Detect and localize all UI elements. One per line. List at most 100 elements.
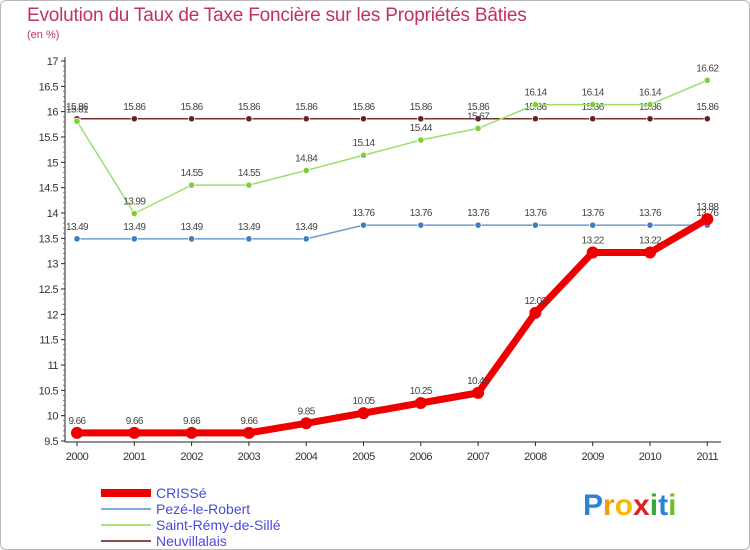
y-tick-label: 12.5: [39, 284, 59, 296]
data-point-neuvillalais: [302, 115, 310, 123]
x-tick-label: 2002: [180, 451, 203, 463]
data-label-saint-remy-de-sille: 16.14: [524, 88, 547, 99]
data-label-peze-le-robert: 13.76: [352, 208, 375, 219]
data-point-peze-le-robert: [417, 221, 425, 229]
data-label-peze-le-robert: 13.76: [524, 208, 547, 219]
y-tick-label: 16: [47, 107, 59, 119]
data-label-crisse: 10.25: [410, 386, 433, 397]
data-label-crisse: 13.88: [696, 202, 719, 213]
data-point-neuvillalais: [359, 115, 368, 123]
x-tick-label: 2001: [123, 451, 146, 463]
data-point-saint-remy-de-sille: [302, 166, 310, 175]
y-tick-label: 11: [48, 360, 59, 372]
data-point-saint-remy-de-sille: [73, 117, 81, 125]
logo-letter: i: [668, 489, 677, 522]
data-label-neuvillalais: 15.86: [66, 102, 89, 113]
data-point-crisse: [586, 246, 599, 259]
data-point-saint-remy-de-sille: [646, 100, 654, 109]
data-point-saint-remy-de-sille: [703, 76, 711, 84]
data-point-saint-remy-de-sille: [245, 181, 253, 189]
y-tick-label: 12: [47, 309, 59, 321]
data-point-neuvillalais: [474, 115, 482, 123]
data-label-saint-remy-de-sille: 15.44: [410, 123, 433, 134]
data-point-crisse: [185, 426, 198, 439]
y-tick-label: 10: [47, 411, 59, 423]
data-label-peze-le-robert: 13.76: [582, 208, 605, 219]
data-point-crisse: [701, 213, 714, 226]
logo-letter: x: [633, 489, 650, 522]
data-point-neuvillalais: [646, 115, 654, 123]
x-tick-label: 2010: [639, 451, 662, 463]
y-tick-label: 16.5: [39, 81, 59, 93]
data-label-neuvillalais: 15.86: [123, 102, 146, 113]
data-label-saint-remy-de-sille: 13.99: [123, 197, 146, 208]
data-point-peze-le-robert: [302, 235, 310, 243]
data-point-saint-remy-de-sille: [474, 124, 482, 132]
data-point-saint-remy-de-sille: [589, 100, 597, 109]
y-tick-label: 14.5: [39, 183, 59, 195]
data-label-peze-le-robert: 13.76: [467, 208, 490, 219]
data-label-peze-le-robert: 13.49: [123, 222, 146, 233]
logo-letter: o: [614, 489, 634, 522]
data-label-crisse: 10.45: [467, 376, 490, 387]
data-label-neuvillalais: 15.86: [181, 102, 204, 113]
data-point-crisse: [644, 246, 656, 259]
y-tick-label: 11.5: [39, 335, 58, 347]
data-label-saint-remy-de-sille: 15.67: [467, 111, 490, 122]
data-label-peze-le-robert: 13.49: [295, 222, 318, 233]
data-label-peze-le-robert: 13.76: [639, 208, 662, 219]
data-point-saint-remy-de-sille: [531, 100, 540, 109]
data-label-peze-le-robert: 13.49: [238, 222, 261, 233]
y-tick-label: 17: [47, 56, 59, 68]
proxiti-logo: Proxiti: [583, 489, 676, 523]
chart-title: Evolution du Taux de Taxe Foncière sur l…: [27, 5, 527, 26]
data-point-peze-le-robert: [646, 221, 654, 229]
data-point-crisse: [242, 426, 255, 439]
data-point-peze-le-robert: [474, 221, 482, 229]
data-label-peze-le-robert: 13.49: [181, 222, 204, 233]
data-point-saint-remy-de-sille: [188, 181, 196, 189]
series-line-peze-le-robert: [76, 224, 709, 240]
data-point-peze-le-robert: [359, 221, 368, 229]
data-point-neuvillalais: [589, 115, 597, 123]
data-point-saint-remy-de-sille: [130, 209, 138, 218]
data-point-peze-le-robert: [188, 235, 196, 243]
data-point-crisse: [529, 306, 542, 319]
y-tick-label: 14: [47, 208, 59, 220]
data-point-neuvillalais: [245, 115, 253, 123]
logo-letter: r: [603, 489, 615, 522]
data-label-saint-remy-de-sille: 15.14: [352, 138, 375, 149]
data-label-neuvillalais: 15.86: [467, 102, 490, 113]
y-tick-label: 10.5: [39, 385, 59, 397]
legend-label-crisse: CRISSé: [156, 485, 207, 501]
x-tick-label: 2003: [238, 451, 261, 463]
y-tick-label: 13.5: [39, 233, 59, 245]
data-label-crisse: 10.05: [352, 396, 375, 407]
data-label-crisse: 9.66: [183, 416, 201, 427]
data-label-crisse: 9.85: [298, 406, 316, 417]
data-label-saint-remy-de-sille: 14.55: [238, 168, 261, 179]
data-label-saint-remy-de-sille: 16.14: [639, 88, 662, 99]
data-label-saint-remy-de-sille: 14.55: [181, 168, 204, 179]
x-tick-label: 2004: [295, 451, 318, 463]
x-tick-label: 2009: [581, 451, 604, 463]
data-label-crisse: 9.66: [240, 416, 258, 427]
data-label-neuvillalais: 15.86: [410, 102, 433, 113]
data-point-peze-le-robert: [245, 235, 253, 243]
x-tick-label: 2006: [410, 451, 433, 463]
data-label-saint-remy-de-sille: 16.62: [696, 63, 719, 74]
x-tick-label: 2007: [467, 451, 490, 463]
data-point-neuvillalais: [531, 115, 540, 123]
data-point-neuvillalais: [130, 115, 138, 123]
data-label-crisse: 13.22: [582, 236, 605, 247]
data-label-crisse: 12.03: [524, 296, 547, 307]
y-tick-label: 15: [47, 157, 59, 169]
data-label-saint-remy-de-sille: 15.81: [66, 104, 89, 115]
x-tick-label: 2005: [352, 451, 375, 463]
series-line-saint-remy-de-sille: [76, 79, 709, 215]
chart-subtitle: (en %): [27, 29, 60, 41]
data-point-peze-le-robert: [531, 221, 540, 229]
data-point-neuvillalais: [703, 115, 711, 123]
